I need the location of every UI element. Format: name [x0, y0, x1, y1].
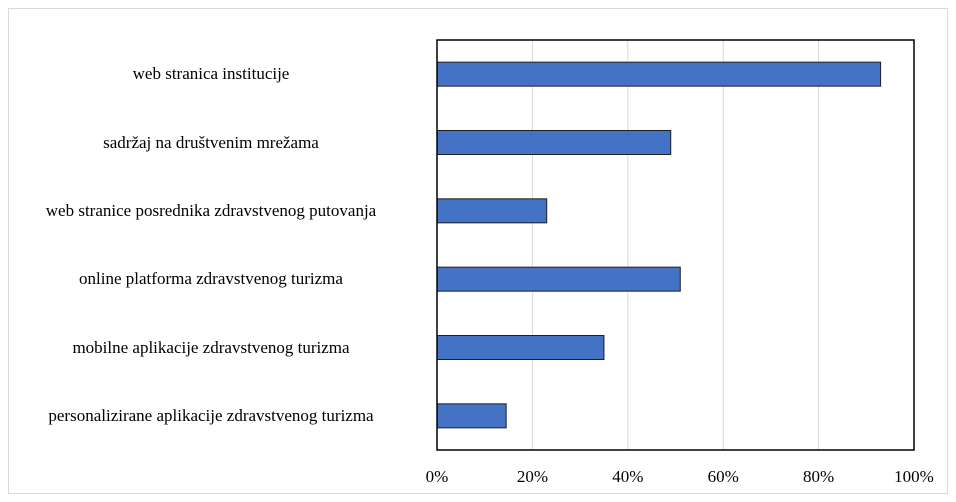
bar	[436, 403, 507, 429]
y-tick-label: web stranice posrednika zdravstvenog put…	[45, 200, 377, 220]
x-tick-label: 60%	[708, 467, 739, 486]
bar	[436, 266, 681, 292]
bar	[436, 130, 672, 155]
x-tick-label: 40%	[612, 467, 643, 486]
chart-border	[8, 8, 948, 494]
plot-border	[436, 39, 915, 451]
y-tick-label: mobilne aplikacije zdravstvenog turizma	[72, 337, 350, 357]
bar	[436, 61, 882, 87]
x-tick-label: 0%	[426, 467, 449, 486]
bar	[436, 335, 605, 360]
y-tick-label: web stranica institucije	[132, 64, 290, 84]
y-tick-label: online platforma zdravstvenog turizma	[79, 269, 343, 289]
x-tick-label: 100%	[894, 467, 934, 486]
bar	[436, 198, 548, 224]
y-tick-label: personalizirane aplikacije zdravstvenog …	[48, 405, 374, 425]
x-tick-label: 20%	[517, 467, 548, 486]
x-tick-label: 80%	[803, 467, 834, 486]
y-tick-label: sadržaj na društvenim mrežama	[103, 132, 319, 152]
